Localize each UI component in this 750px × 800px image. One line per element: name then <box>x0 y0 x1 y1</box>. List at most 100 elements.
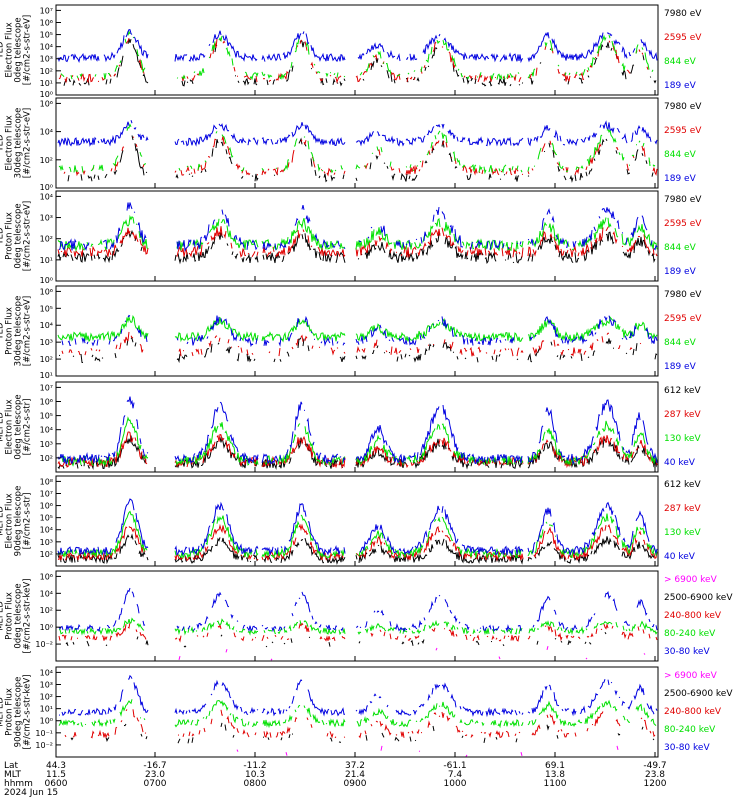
plot-frame <box>55 666 659 758</box>
x-row-label: MLT <box>4 770 22 780</box>
y-axis-label: MEPEDProton Flux0deg telescope[#/cm2-s-s… <box>0 579 33 654</box>
series-8-4 <box>58 699 657 729</box>
y-tick-label: 10² <box>40 606 53 615</box>
x-tick-label-lat: -61.1 <box>443 761 466 771</box>
panel-3: 10¹ 10² 10³ 10⁴ 10⁰ TEDProton Flux0deg telesc… <box>0 190 702 285</box>
y-tick-label: 10² <box>40 454 53 463</box>
series-2-4 <box>57 120 658 148</box>
x-tick-label-mlt: 11.5 <box>46 770 66 780</box>
y-tick-label: 10³ <box>40 538 53 547</box>
x-tick-label-mlt: 23.8 <box>645 770 665 780</box>
series-3-4 <box>58 202 658 252</box>
series-2-3 <box>58 123 656 175</box>
legend-entry: 7980 eV <box>664 195 702 205</box>
panel-1: 10¹ 10² 10³ 10⁴ 10⁵ 10⁶ 10⁷ 10⁰ TEDElectron Flux… <box>0 4 702 99</box>
legend-entry: 80-240 keV <box>664 629 716 639</box>
x-tick-label-hhmm: 0700 <box>144 779 167 789</box>
y-tick-label: 10⁰ <box>40 90 53 99</box>
y-tick-label: 10¹ <box>40 371 53 380</box>
y-tick-label: 10⁵ <box>40 514 53 523</box>
legend-entry: 189 eV <box>664 267 697 277</box>
legend-entry: > 6900 keV <box>664 671 718 681</box>
y-axis-label: TEDElectron Flux0deg telescope[#/cm2-s-s… <box>0 15 33 85</box>
legend-entry: 2595 eV <box>664 314 702 324</box>
y-axis-label: TEDProton Flux30deg telescope[#/cm2-s-st… <box>0 296 33 367</box>
x-tick-label-lat: 44.3 <box>46 761 66 771</box>
y-tick-label: 10⁴ <box>40 128 53 137</box>
x-tick-label-hhmm: 1200 <box>644 779 667 789</box>
y-tick-label: 10⁴ <box>40 43 53 52</box>
x-row-label: hhmm <box>4 779 33 789</box>
panel-4: 10² 10³ 10⁴ 10⁵ 10⁶ 10¹ TEDProton Flux30deg te… <box>0 285 702 380</box>
x-tick-label-lat: 37.2 <box>345 761 365 771</box>
series-8-5 <box>58 674 658 718</box>
legend-entry: 844 eV <box>664 57 697 67</box>
legend-entry: 2595 eV <box>664 33 702 43</box>
panel-7: 10⁻² 10⁰ 10² 10⁴ 10⁶ MEPEDProton Flux0deg tel… <box>0 570 733 662</box>
series-3-2 <box>57 226 658 259</box>
series-8-2 <box>70 722 655 744</box>
panel-2: 10² 10⁴ 10⁶ 10⁰ TEDElectron Flux30deg telesc… <box>0 97 702 192</box>
y-tick-label: 10³ <box>40 680 53 689</box>
plot-frame <box>55 285 659 377</box>
y-axis-label: MEPEDElectron Flux0deg telescope[#/cm2-s… <box>0 394 33 459</box>
x-row-label: 2024 Jun 15 <box>4 788 58 798</box>
y-tick-label: 10⁷ <box>40 6 53 15</box>
legend-entry: 40 keV <box>664 552 696 562</box>
x-tick-label-hhmm: 0600 <box>45 779 68 789</box>
plot-frame <box>55 190 659 282</box>
series-1-4 <box>57 29 658 64</box>
y-tick-label: 10⁴ <box>40 589 53 598</box>
x-tick-label-mlt: 23.0 <box>145 770 165 780</box>
legend-entry: 7980 eV <box>664 9 702 19</box>
y-tick-label: 10⁴ <box>40 526 53 535</box>
series-4-4 <box>61 314 658 347</box>
legend-entry: 40 keV <box>664 458 696 468</box>
x-tick-label-lat: -49.7 <box>643 761 666 771</box>
x-tick-label-hhmm: 1000 <box>444 779 467 789</box>
x-tick-label-hhmm: 0900 <box>344 779 367 789</box>
y-tick-label: 10⁻¹ <box>35 729 53 738</box>
series-6-4 <box>57 498 658 557</box>
plot-frame <box>55 570 659 662</box>
series-7-3 <box>58 622 658 643</box>
series-1-3 <box>61 32 655 80</box>
series-2-2 <box>63 135 658 177</box>
x-tick-label-hhmm: 1100 <box>544 779 567 789</box>
x-tick-label-hhmm: 0800 <box>244 779 267 789</box>
y-tick-label: 10⁶ <box>40 99 53 108</box>
x-tick-label-mlt: 7.4 <box>448 770 463 780</box>
panel-8: 10⁻² 10⁻¹ 10⁰ 10¹ 10² 10³ 10⁴ MEPEDProton Flux9… <box>0 666 733 758</box>
legend-entry: 2595 eV <box>664 126 702 136</box>
y-tick-label: 10³ <box>40 214 53 223</box>
series-7-5 <box>58 587 658 633</box>
y-tick-label: 10³ <box>40 338 53 347</box>
y-tick-label: 10⁶ <box>40 18 53 27</box>
y-tick-label: 10⁰ <box>40 717 53 726</box>
legend-entry: 240-800 keV <box>664 707 722 717</box>
plot-frame <box>55 97 659 189</box>
panel-6: 10² 10³ 10⁴ 10⁵ 10⁶ 10⁷ 10⁸ MEPEDElectron Flux9… <box>0 475 701 567</box>
series-4-3 <box>57 315 658 344</box>
y-axis-label: TEDElectron Flux30deg telescope[#/cm2-s-… <box>0 108 33 179</box>
x-tick-label-lat: -11.2 <box>243 761 266 771</box>
series-5-4 <box>57 396 658 466</box>
x-tick-label-mlt: 21.4 <box>345 770 365 780</box>
legend-entry: 130 keV <box>664 528 701 538</box>
legend-entry: 844 eV <box>664 243 697 253</box>
legend-entry: 287 keV <box>664 504 701 514</box>
x-tick-label-lat: -16.7 <box>143 761 166 771</box>
y-tick-label: 10⁸ <box>40 477 53 486</box>
y-tick-label: 10² <box>40 67 53 76</box>
legend-entry: 844 eV <box>664 338 697 348</box>
x-row-label: Lat <box>4 761 19 771</box>
y-tick-label: 10³ <box>40 440 53 449</box>
y-tick-label: 10⁵ <box>40 412 53 421</box>
y-tick-label: 10⁷ <box>40 489 53 498</box>
legend-entry: 287 keV <box>664 410 701 420</box>
x-tick-label-lat: 69.1 <box>545 761 565 771</box>
y-tick-label: 10² <box>40 550 53 559</box>
y-tick-label: 10⁶ <box>40 287 53 296</box>
